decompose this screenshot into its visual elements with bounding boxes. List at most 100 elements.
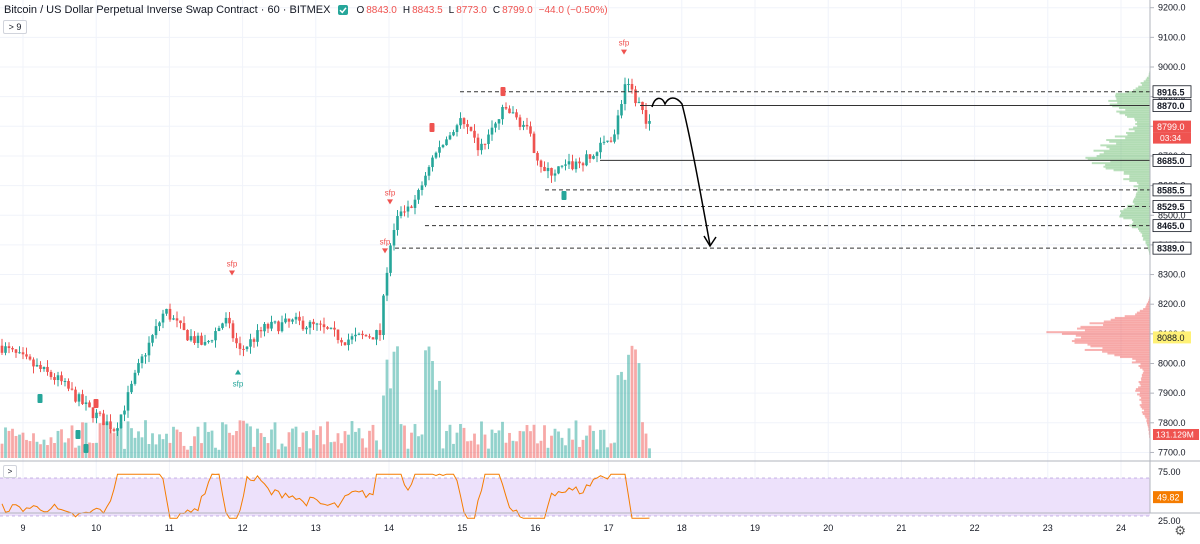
volume-bar <box>284 446 287 458</box>
candle-body <box>270 322 273 329</box>
candle-body <box>624 84 627 104</box>
candle-body <box>400 211 403 216</box>
volume-profile-bar <box>1129 180 1150 182</box>
candle-body <box>225 318 228 323</box>
volume-bar <box>113 433 116 458</box>
time-tick-label: 11 <box>165 523 174 533</box>
volume-profile-bar <box>1142 233 1150 235</box>
volume-profile-bar <box>1072 340 1150 342</box>
volume-bar <box>319 426 322 458</box>
candle-body <box>333 328 336 330</box>
candle-body <box>564 164 567 165</box>
high-label: H <box>403 5 410 16</box>
volume-profile-bar <box>1109 141 1150 143</box>
candle-body <box>186 330 189 340</box>
volume-profile-bar <box>1120 214 1150 216</box>
volume-bar <box>207 432 210 458</box>
volume-profile-bar <box>1143 413 1150 415</box>
candle-body <box>239 343 242 349</box>
indicators-toggle-button[interactable]: > 9 <box>3 20 27 34</box>
sfp-annotation-label: sfp <box>380 237 391 246</box>
volume-profile-bar <box>1108 100 1150 102</box>
level-label-text: 8585.5 <box>1157 185 1185 195</box>
candle-body <box>575 162 578 170</box>
volume-profile-bar <box>1123 208 1150 210</box>
volume-profile-bar <box>1140 383 1150 385</box>
volume-profile-bar <box>1126 132 1150 134</box>
candle-body <box>8 346 11 348</box>
volume-profile-bar <box>1111 319 1150 321</box>
volume-profile-bar <box>1125 109 1150 111</box>
volume-profile-bar <box>1120 210 1150 212</box>
candle-body <box>638 102 641 103</box>
rsi-toggle-button[interactable]: > <box>3 465 17 478</box>
volume-profile-bar <box>1141 377 1150 379</box>
volume-profile-bar <box>1140 395 1150 397</box>
volume-profile-bar <box>1135 196 1150 198</box>
candle-body <box>627 84 630 85</box>
volume-bar <box>547 448 550 458</box>
candle-body <box>456 125 459 132</box>
volume-profile-bar <box>1138 184 1150 186</box>
candle-body <box>151 335 154 343</box>
volume-badge-label: 131.129M <box>1156 430 1194 440</box>
volume-profile-bar <box>1102 347 1150 349</box>
sfp-marker-triangle <box>235 369 241 374</box>
volume-bar <box>228 433 231 458</box>
volume-profile-bar <box>1133 200 1150 202</box>
volume-profile-bar <box>1127 116 1150 118</box>
candle-body <box>365 335 368 336</box>
volume-bar <box>155 444 158 458</box>
volume-bar <box>235 431 238 458</box>
volume-profile-bar <box>1141 232 1150 234</box>
candle-body <box>477 138 480 151</box>
volume-bar <box>120 422 123 458</box>
volume-profile-bar <box>1114 354 1150 356</box>
volume-bar <box>480 421 483 458</box>
candle-body <box>148 343 151 356</box>
volume-profile-bar <box>1141 385 1150 387</box>
volume-bar <box>158 434 161 458</box>
volume-bar <box>106 423 109 458</box>
volume-profile-bar <box>1136 388 1150 390</box>
price-tick-label: 9200.0 <box>1158 3 1186 13</box>
volume-profile-bar <box>1143 308 1150 310</box>
volume-profile-bar <box>1085 157 1150 159</box>
volume-bar <box>190 446 193 458</box>
volume-profile-bar <box>1105 164 1150 166</box>
volume-profile-bar <box>1139 230 1150 232</box>
candle-body <box>582 163 585 165</box>
price-tick-label: 8000.0 <box>1158 359 1186 369</box>
candle-body <box>347 340 350 345</box>
gear-icon[interactable]: ⚙ <box>1174 523 1186 539</box>
volume-bar <box>4 427 7 458</box>
open-label: O <box>356 5 364 16</box>
level-label-text: 8916.5 <box>1157 87 1185 97</box>
candle-body <box>162 314 165 323</box>
candle-body <box>498 119 501 123</box>
volume-bar <box>295 427 298 458</box>
volume-bar <box>176 430 179 458</box>
volume-bar <box>221 422 224 458</box>
volume-bar <box>477 444 480 458</box>
close-label: C <box>493 5 500 16</box>
volume-bar <box>309 448 312 458</box>
candle-body <box>88 402 91 407</box>
volume-bar <box>211 431 214 458</box>
candle-body <box>515 112 518 117</box>
volume-profile-bar <box>1132 226 1150 228</box>
candle-body <box>529 126 532 133</box>
volume-profile-bar <box>1081 337 1150 339</box>
candle-body <box>190 336 193 340</box>
volume-bar <box>438 381 441 458</box>
symbol-title[interactable]: Bitcoin / US Dollar Perpetual Inverse Sw… <box>4 4 330 16</box>
candle-body <box>361 334 364 335</box>
volume-bar <box>578 447 581 458</box>
volume-profile-bar <box>1138 228 1150 230</box>
volume-bar <box>39 444 42 458</box>
volume-bar <box>162 439 165 458</box>
candle-body <box>211 340 214 341</box>
volume-profile-bar <box>1120 356 1150 358</box>
